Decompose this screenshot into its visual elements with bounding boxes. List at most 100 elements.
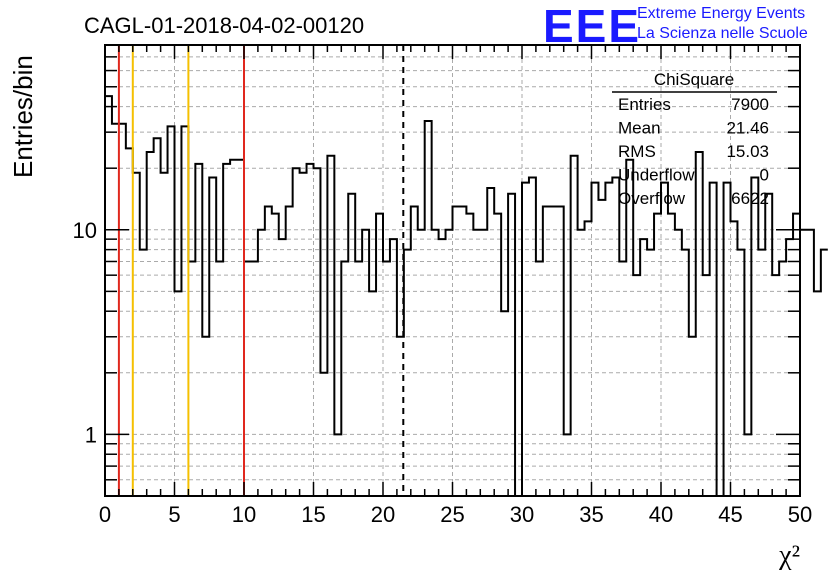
histogram-bin: [369, 291, 376, 496]
histogram-bin: [807, 230, 814, 496]
histogram-bin: [327, 156, 334, 496]
histogram-bin: [418, 230, 425, 496]
x-tick-label: 40: [649, 502, 673, 527]
histogram-bin: [154, 138, 161, 496]
y-tick-label: 10: [73, 218, 97, 243]
stats-row-label: Entries: [618, 95, 671, 114]
stats-row-value: 7900: [731, 95, 769, 114]
histogram-bin: [675, 230, 682, 496]
histogram-bin: [508, 194, 515, 496]
histogram-bin: [453, 206, 460, 496]
histogram-bin: [244, 261, 251, 496]
histogram-bin: [751, 178, 758, 496]
histogram-bin: [105, 96, 112, 496]
histogram-bin: [814, 291, 821, 496]
histogram-bin: [633, 275, 640, 496]
histogram: [105, 95, 828, 497]
logo-line1: Extreme Energy Events: [637, 5, 805, 22]
histogram-bin: [432, 230, 439, 496]
histogram-bin: [446, 230, 453, 496]
histogram-bin: [619, 261, 626, 496]
logo-mark: EEE: [543, 0, 641, 52]
histogram-bin: [286, 206, 293, 496]
histogram-bin: [647, 250, 654, 496]
histogram-bin: [744, 434, 751, 496]
histogram-bin: [494, 214, 501, 496]
histogram-bin: [550, 206, 557, 496]
histogram-bin: [168, 126, 175, 496]
histogram-bin: [598, 200, 605, 496]
histogram-bin: [397, 337, 404, 496]
histogram-bin: [557, 206, 564, 496]
histogram-bin: [529, 178, 536, 496]
x-tick-label: 25: [440, 502, 464, 527]
histogram-bin: [779, 261, 786, 496]
stats-row-label: RMS: [618, 142, 656, 161]
histogram-bin: [585, 221, 592, 496]
histogram-bin: [404, 250, 411, 496]
y-tick-label: 1: [85, 422, 97, 447]
logo-line2: La Scienza nelle Scuole: [637, 25, 808, 42]
x-tick-label: 5: [168, 502, 180, 527]
histogram-bin: [640, 239, 647, 496]
histogram-bin: [605, 183, 612, 496]
histogram-bin: [126, 148, 133, 496]
histogram-bin: [800, 230, 807, 496]
histogram-bin: [181, 126, 188, 496]
histogram-bin: [710, 183, 717, 496]
histogram-bin: [195, 164, 202, 496]
histogram-bin: [821, 250, 828, 496]
histogram-bin: [112, 124, 119, 496]
stats-row-value: 15.03: [726, 142, 769, 161]
histogram-bin: [175, 291, 182, 496]
y-axis-label: Entries/bin: [8, 55, 38, 178]
histogram-bin: [216, 261, 223, 496]
eee-logo: EEE Extreme Energy Events La Scienza nel…: [543, 0, 808, 52]
histogram-bin: [439, 239, 446, 496]
histogram-bin: [765, 194, 772, 496]
x-tick-label: 35: [579, 502, 603, 527]
histogram-bin: [140, 250, 147, 496]
histogram-bin: [230, 160, 237, 496]
stats-row-label: Underflow: [618, 166, 695, 185]
x-tick-label: 0: [99, 502, 111, 527]
histogram-bin: [279, 239, 286, 496]
x-tick-label: 45: [718, 502, 742, 527]
histogram-bin: [355, 261, 362, 496]
histogram-bin: [703, 275, 710, 496]
histogram-bin: [334, 434, 341, 496]
histogram-bin: [612, 178, 619, 496]
histogram-bin: [466, 214, 473, 496]
histogram-bin: [682, 250, 689, 496]
histogram-bin: [654, 214, 661, 496]
histogram-bin: [487, 188, 494, 496]
histogram-bin: [147, 152, 154, 496]
x-tick-label: 15: [301, 502, 325, 527]
histogram-bin: [314, 168, 321, 496]
x-axis-label: χ²: [778, 540, 800, 571]
histogram-bin: [473, 230, 480, 496]
histogram-bin: [119, 124, 126, 496]
histogram-line: [105, 95, 828, 497]
histogram-bin: [689, 337, 696, 496]
histogram-bin: [258, 230, 265, 496]
x-tick-label: 30: [510, 502, 534, 527]
histogram-bin: [161, 173, 168, 496]
histogram-bin: [390, 239, 397, 496]
histogram-bin: [237, 160, 244, 496]
histogram-bin: [772, 275, 779, 496]
histogram-bin: [564, 434, 571, 496]
stats-box: ChiSquare Entries 7900 Mean 21.46 RMS 15.03 Un…: [612, 70, 777, 208]
histogram-bin: [272, 214, 279, 496]
histogram-bin: [307, 164, 314, 496]
histogram-bin: [592, 183, 599, 496]
stats-title: ChiSquare: [654, 70, 734, 89]
histogram-bin: [459, 206, 466, 496]
histogram-bin: [411, 206, 418, 496]
histogram-bin: [543, 206, 550, 496]
axes: [104, 44, 801, 497]
stats-row-value: 6622: [731, 189, 769, 208]
histogram-bin: [571, 156, 578, 496]
histogram-bin: [265, 206, 272, 496]
histogram-bin: [223, 164, 230, 496]
